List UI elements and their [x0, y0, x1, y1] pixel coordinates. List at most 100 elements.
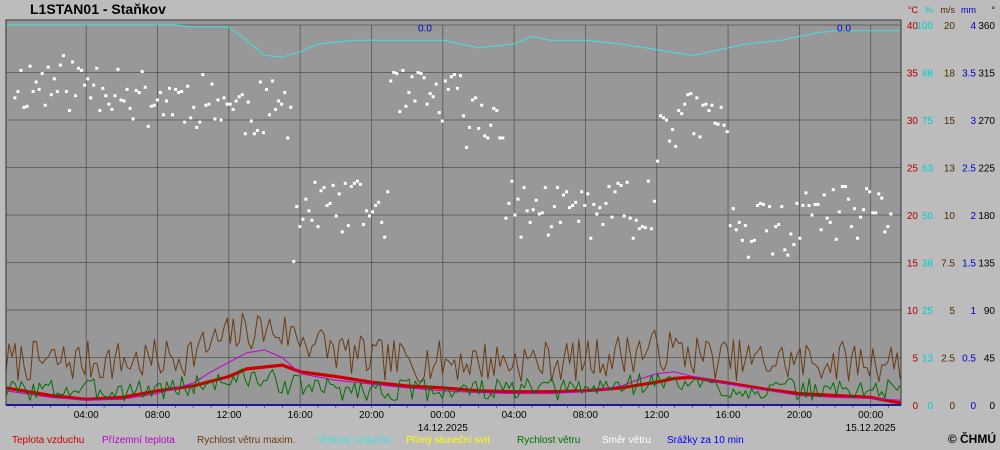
wind-direction-point — [319, 189, 323, 193]
precip-value-label: 0.0 — [418, 24, 432, 35]
wind-direction-point — [889, 212, 893, 216]
wind-direction-point — [704, 102, 708, 106]
wind-direction-point — [31, 90, 35, 93]
wind-direction-point — [871, 211, 875, 215]
wind-direction-point — [643, 226, 647, 230]
wind-direction-point — [307, 209, 311, 213]
wind-direction-point — [164, 99, 168, 103]
wind-direction-point — [331, 183, 335, 187]
y-tick-label: 2.5 — [941, 354, 955, 365]
wind-direction-point — [734, 228, 738, 232]
y-tick-label: 90 — [984, 306, 996, 317]
wind-direction-point — [828, 220, 832, 224]
y-axis-unit: % — [925, 5, 933, 15]
wind-direction-point — [477, 126, 481, 130]
wind-direction-point — [501, 136, 505, 140]
wind-direction-point — [128, 106, 132, 110]
wind-direction-point — [337, 192, 341, 196]
wind-direction-point — [440, 119, 444, 123]
y-axis-unit: °C — [908, 5, 919, 15]
wind-direction-point — [237, 95, 241, 99]
wind-direction-point — [810, 213, 814, 217]
wind-direction-point — [607, 185, 611, 188]
wind-direction-point — [640, 225, 644, 229]
wind-direction-point — [710, 103, 714, 107]
wind-direction-point — [780, 205, 784, 209]
wind-direction-point — [798, 236, 802, 240]
wind-direction-point — [789, 232, 793, 236]
wind-direction-point — [825, 216, 829, 220]
plot-background — [6, 20, 901, 405]
wind-direction-point — [525, 209, 529, 213]
y-axis-unit: ° — [991, 5, 995, 15]
wind-direction-point — [655, 159, 659, 163]
wind-direction-point — [292, 259, 296, 263]
chart-title: L1STAN01 - Staňkov — [30, 1, 166, 17]
wind-direction-point — [371, 210, 375, 214]
wind-direction-point — [295, 205, 299, 209]
wind-direction-point — [513, 213, 517, 217]
wind-direction-point — [301, 217, 305, 221]
y-tick-label: 0.5 — [962, 354, 976, 365]
wind-direction-point — [562, 193, 566, 197]
wind-direction-point — [792, 243, 796, 247]
wind-direction-point — [346, 224, 350, 228]
wind-direction-point — [264, 87, 268, 91]
wind-direction-point — [43, 103, 47, 107]
wind-direction-point — [404, 104, 408, 108]
wind-direction-point — [446, 87, 450, 91]
y-tick-label: 3 — [970, 116, 976, 127]
wind-direction-point — [216, 98, 220, 102]
wind-direction-point — [622, 214, 626, 218]
wind-direction-point — [286, 136, 290, 140]
wind-direction-point — [386, 190, 390, 194]
y-tick-label: 20 — [907, 211, 919, 222]
wind-direction-point — [604, 201, 608, 205]
x-tick-label: 04:00 — [74, 410, 99, 421]
wind-direction-point — [313, 180, 317, 184]
wind-direction-point — [568, 206, 572, 210]
wind-direction-point — [616, 181, 620, 185]
y-tick-label: 0 — [970, 401, 976, 412]
wind-direction-point — [419, 72, 423, 76]
y-tick-label: 25 — [907, 164, 919, 175]
wind-direction-point — [434, 82, 438, 86]
y-tick-label: 270 — [978, 116, 995, 127]
wind-direction-point — [580, 190, 584, 194]
wind-direction-point — [583, 204, 587, 207]
wind-direction-point — [886, 225, 890, 229]
wind-direction-point — [465, 145, 469, 149]
wind-direction-point — [364, 209, 368, 213]
wind-direction-point — [104, 94, 108, 98]
y-tick-label: 15 — [944, 116, 956, 127]
wind-direction-point — [474, 96, 478, 100]
wind-direction-point — [486, 136, 490, 140]
wind-direction-point — [383, 235, 387, 239]
wind-direction-point — [461, 114, 465, 118]
wind-direction-point — [234, 99, 238, 103]
wind-direction-point — [343, 181, 347, 185]
wind-direction-point — [504, 216, 508, 220]
wind-direction-point — [759, 201, 763, 205]
wind-direction-point — [377, 200, 381, 204]
wind-direction-point — [416, 71, 420, 74]
wind-direction-point — [455, 86, 459, 90]
wind-direction-point — [310, 218, 314, 222]
wind-direction-point — [149, 104, 153, 108]
wind-direction-point — [786, 253, 790, 257]
y-tick-label: 40 — [907, 21, 919, 32]
x-date-label: 15.12.2025 — [846, 423, 896, 434]
y-tick-label: 360 — [978, 21, 995, 32]
wind-direction-point — [855, 236, 859, 240]
wind-direction-point — [401, 68, 405, 72]
x-tick-label: 08:00 — [145, 410, 170, 421]
wind-direction-point — [807, 204, 811, 207]
wind-direction-point — [510, 179, 514, 183]
wind-direction-point — [452, 73, 456, 77]
wind-direction-point — [719, 105, 723, 109]
wind-direction-point — [549, 225, 553, 229]
wind-direction-point — [410, 75, 414, 79]
wind-direction-point — [274, 107, 278, 111]
wind-direction-point — [552, 205, 556, 209]
wind-direction-point — [246, 100, 250, 104]
